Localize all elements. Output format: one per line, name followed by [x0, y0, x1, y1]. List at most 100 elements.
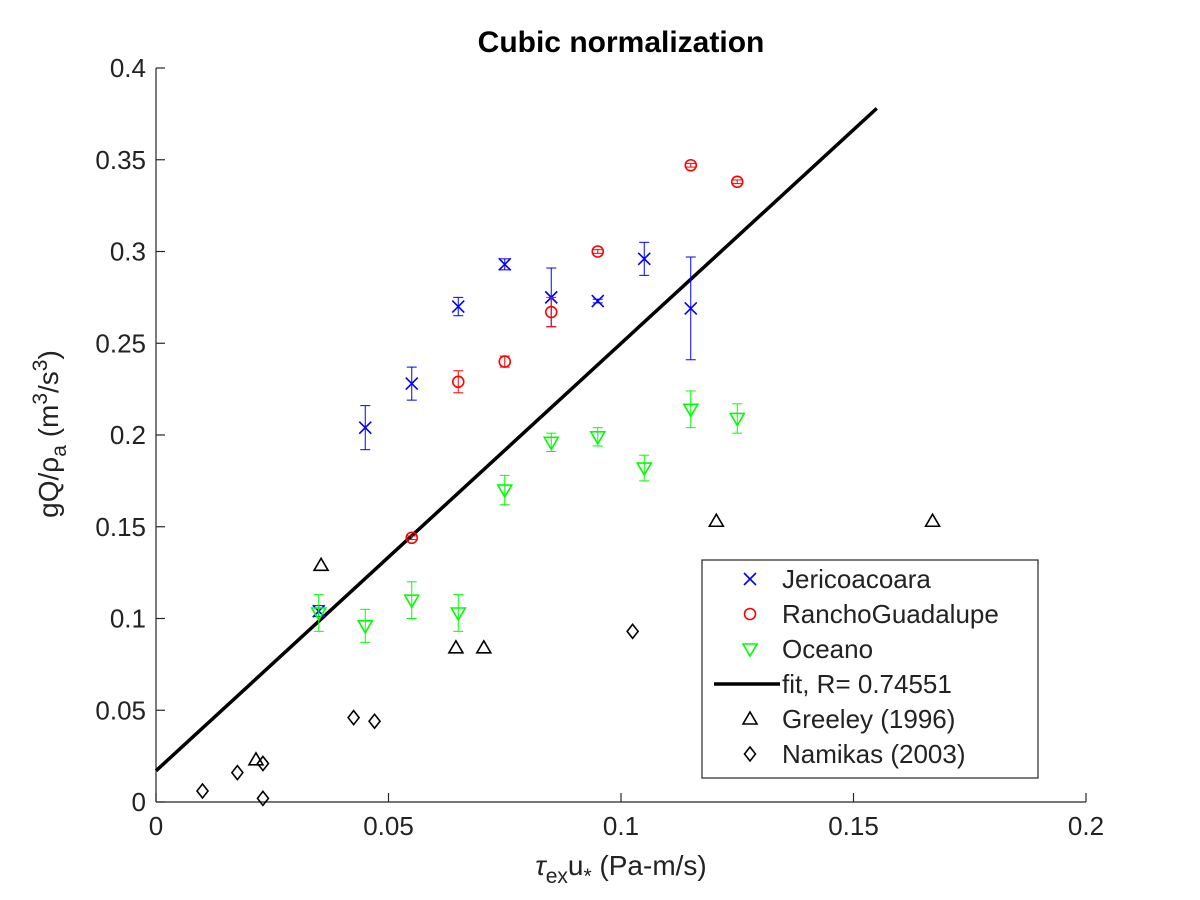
- series-greeley-1996: [247, 512, 941, 766]
- data-point: [591, 294, 605, 308]
- legend-marker: [743, 745, 757, 763]
- data-point: [496, 484, 514, 499]
- x-axis-label-sub: ex: [546, 865, 569, 888]
- x-axis-label-main: τ: [535, 850, 547, 881]
- error-bar: [732, 403, 743, 434]
- data-point: [449, 607, 467, 622]
- error-bar: [685, 162, 696, 168]
- y-tick-label: 0: [132, 787, 146, 817]
- error-bar: [453, 370, 464, 394]
- x-tick-label: 0.15: [828, 811, 879, 841]
- data-point: [447, 639, 465, 654]
- data-point: [637, 252, 651, 266]
- y-axis-label-rest: ): [33, 350, 64, 359]
- marker-stroke: [498, 257, 512, 271]
- y-axis-label: gQ/ρa (m3/s3): [29, 350, 71, 518]
- y-axis-label-sup: 3: [29, 393, 52, 405]
- legend-item: Jericoacoara: [743, 564, 931, 594]
- data-point: [356, 620, 374, 635]
- series-oceano: [310, 390, 746, 643]
- legend-item: Greeley (1996): [741, 704, 955, 734]
- data-point: [451, 375, 465, 389]
- data-point: [684, 301, 698, 315]
- data-point: [405, 377, 419, 391]
- legend-label: Jericoacoara: [782, 564, 931, 594]
- data-point: [682, 403, 700, 418]
- marker-stroke: [451, 299, 465, 314]
- data-point: [312, 556, 330, 572]
- error-bar: [732, 179, 743, 185]
- error-bar: [685, 390, 696, 429]
- y-axis-label-sup2: 3: [29, 359, 52, 371]
- y-tick-label: 0.05: [95, 695, 146, 725]
- series-ranchoguadalupe: [405, 158, 744, 545]
- data-point: [368, 712, 382, 730]
- data-point: [728, 412, 746, 428]
- legend-marker: [743, 607, 757, 621]
- legend: Jericoacoara RanchoGuadalupe Oceano fit, R=…: [701, 559, 1039, 779]
- marker-stroke: [743, 572, 757, 586]
- legend-label: Greeley (1996): [782, 704, 955, 734]
- error-bar: [313, 594, 324, 632]
- error-bar: [360, 608, 371, 643]
- data-point: [403, 594, 421, 609]
- legend-label: RanchoGuadalupe: [782, 599, 999, 629]
- y-tick-label: 0.35: [95, 145, 146, 175]
- y-tick-label: 0.3: [110, 237, 146, 267]
- y-axis-label-main: gQ/ρ: [33, 457, 64, 518]
- data-point: [347, 709, 361, 726]
- data-point: [310, 607, 328, 622]
- legend-marker: [741, 643, 759, 658]
- data-point: [707, 512, 725, 528]
- plot-axes: 0 0.05 0.1 0.15 0.2 0 0.05 0.1 0.15 0.2 0.25 0.3 0.3…: [95, 53, 1104, 841]
- legend-label: Namikas (2003): [782, 739, 966, 769]
- data-point: [591, 245, 605, 258]
- data-markers-layer: [195, 158, 941, 807]
- series-namikas-2003: [195, 623, 640, 807]
- y-tick-label: 0.25: [95, 328, 146, 358]
- x-tick-label: 0.2: [1068, 811, 1104, 841]
- data-point: [256, 790, 270, 807]
- x-axis-label-mid: u: [568, 850, 584, 881]
- marker-stroke: [358, 421, 372, 435]
- legend-item: fit, R= 0.74551: [714, 669, 952, 699]
- data-point: [730, 175, 744, 189]
- error-bar: [592, 249, 603, 254]
- data-point: [684, 158, 698, 172]
- data-point: [256, 755, 270, 772]
- marker-stroke: [637, 252, 651, 266]
- fit-line-layer: [154, 107, 878, 773]
- error-bar: [499, 474, 510, 506]
- data-point: [626, 623, 640, 640]
- data-point: [542, 436, 560, 451]
- x-axis-label: τexu* (Pa-m/s): [535, 850, 707, 888]
- x-tick-label: 0.1: [603, 811, 639, 841]
- data-point: [589, 431, 607, 446]
- x-tick-label: 0: [149, 811, 163, 841]
- legend-marker: [743, 572, 757, 586]
- data-point: [635, 462, 653, 477]
- data-point: [195, 782, 210, 800]
- data-point: [230, 764, 244, 781]
- legend-item: Oceano: [741, 634, 873, 664]
- legend-item: Namikas (2003): [743, 739, 966, 769]
- y-tick-label: 0.1: [110, 604, 146, 634]
- data-point: [405, 531, 419, 545]
- fit-line: [154, 107, 878, 773]
- legend-label: fit, R= 0.74551: [782, 669, 952, 699]
- marker-stroke: [405, 377, 419, 391]
- marker-stroke: [591, 294, 605, 308]
- error-bar: [406, 535, 417, 541]
- data-point: [498, 355, 512, 368]
- y-tick-label: 0.15: [95, 512, 146, 542]
- x-axis-label-sub2: *: [583, 865, 591, 888]
- chart-title: Cubic normalization: [478, 26, 765, 59]
- data-point: [247, 751, 265, 766]
- y-tick-label: 0.2: [110, 420, 146, 450]
- data-point: [358, 421, 372, 435]
- error-bar: [453, 594, 464, 632]
- data-point: [544, 305, 558, 319]
- y-axis-label-mid2: /s: [33, 371, 64, 393]
- x-tick-label: 0.05: [363, 811, 414, 841]
- legend-marker: [741, 710, 759, 725]
